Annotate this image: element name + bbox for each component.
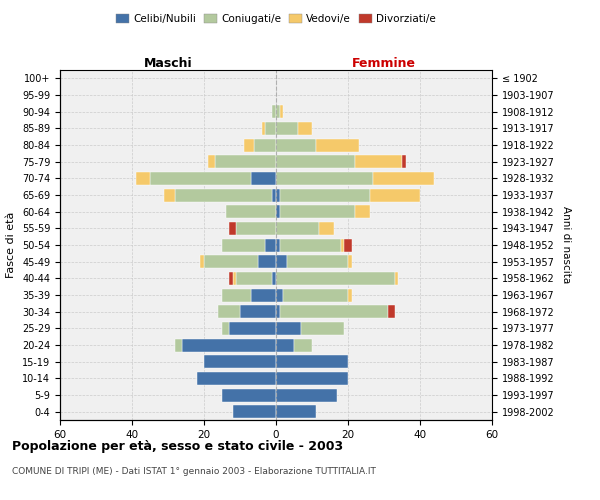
Bar	[276, 205, 280, 218]
Bar	[229, 222, 236, 235]
Bar	[276, 405, 316, 418]
Bar	[388, 305, 395, 318]
Bar	[276, 122, 298, 135]
Bar	[229, 272, 233, 285]
Bar	[244, 138, 254, 151]
Bar	[355, 205, 370, 218]
Bar	[280, 105, 283, 118]
Bar	[348, 288, 352, 302]
Bar	[150, 172, 251, 185]
Bar	[276, 255, 287, 268]
Bar	[319, 222, 334, 235]
Bar	[262, 122, 265, 135]
Bar	[222, 288, 251, 302]
Bar	[254, 138, 276, 151]
Bar	[298, 122, 312, 135]
Bar	[272, 272, 276, 285]
Bar	[280, 188, 370, 202]
Bar	[276, 188, 280, 202]
Bar	[276, 138, 316, 151]
Bar	[236, 222, 276, 235]
Bar	[355, 155, 402, 168]
Bar	[341, 238, 344, 252]
Text: COMUNE DI TRIPI (ME) - Dati ISTAT 1° gennaio 2003 - Elaborazione TUTTITALIA.IT: COMUNE DI TRIPI (ME) - Dati ISTAT 1° gen…	[12, 468, 376, 476]
Bar	[316, 138, 359, 151]
Bar	[276, 272, 395, 285]
Bar	[164, 188, 175, 202]
Bar	[276, 222, 319, 235]
Bar	[204, 355, 276, 368]
Bar	[283, 288, 348, 302]
Bar	[251, 288, 276, 302]
Bar	[272, 188, 276, 202]
Bar	[276, 288, 283, 302]
Bar	[182, 338, 276, 351]
Bar	[402, 155, 406, 168]
Bar	[233, 405, 276, 418]
Bar	[280, 205, 355, 218]
Bar	[175, 338, 182, 351]
Bar	[348, 255, 352, 268]
Bar	[200, 255, 204, 268]
Bar	[233, 272, 236, 285]
Y-axis label: Anni di nascita: Anni di nascita	[561, 206, 571, 284]
Bar	[265, 238, 276, 252]
Bar	[276, 238, 280, 252]
Bar	[197, 372, 276, 385]
Bar	[294, 338, 312, 351]
Bar	[272, 105, 276, 118]
Bar	[204, 255, 258, 268]
Bar	[258, 255, 276, 268]
Bar	[222, 238, 265, 252]
Bar	[276, 372, 348, 385]
Bar	[301, 322, 344, 335]
Text: Maschi: Maschi	[143, 57, 193, 70]
Bar	[276, 338, 294, 351]
Text: Femmine: Femmine	[352, 57, 416, 70]
Bar	[276, 355, 348, 368]
Bar	[218, 305, 240, 318]
Bar	[344, 238, 352, 252]
Bar	[222, 322, 229, 335]
Legend: Celibi/Nubili, Coniugati/e, Vedovi/e, Divorziati/e: Celibi/Nubili, Coniugati/e, Vedovi/e, Di…	[112, 10, 440, 29]
Bar	[265, 122, 276, 135]
Bar	[175, 188, 272, 202]
Bar	[280, 305, 388, 318]
Bar	[395, 272, 398, 285]
Bar	[136, 172, 150, 185]
Bar	[280, 238, 341, 252]
Text: Popolazione per età, sesso e stato civile - 2003: Popolazione per età, sesso e stato civil…	[12, 440, 343, 453]
Bar	[226, 205, 276, 218]
Bar	[276, 155, 355, 168]
Bar	[373, 172, 434, 185]
Bar	[208, 155, 215, 168]
Bar	[236, 272, 272, 285]
Bar	[215, 155, 276, 168]
Bar	[276, 105, 280, 118]
Bar	[251, 172, 276, 185]
Bar	[276, 172, 373, 185]
Bar	[370, 188, 420, 202]
Y-axis label: Fasce di età: Fasce di età	[7, 212, 16, 278]
Bar	[240, 305, 276, 318]
Bar	[276, 305, 280, 318]
Bar	[222, 388, 276, 402]
Bar	[276, 322, 301, 335]
Bar	[229, 322, 276, 335]
Bar	[287, 255, 348, 268]
Bar	[276, 388, 337, 402]
